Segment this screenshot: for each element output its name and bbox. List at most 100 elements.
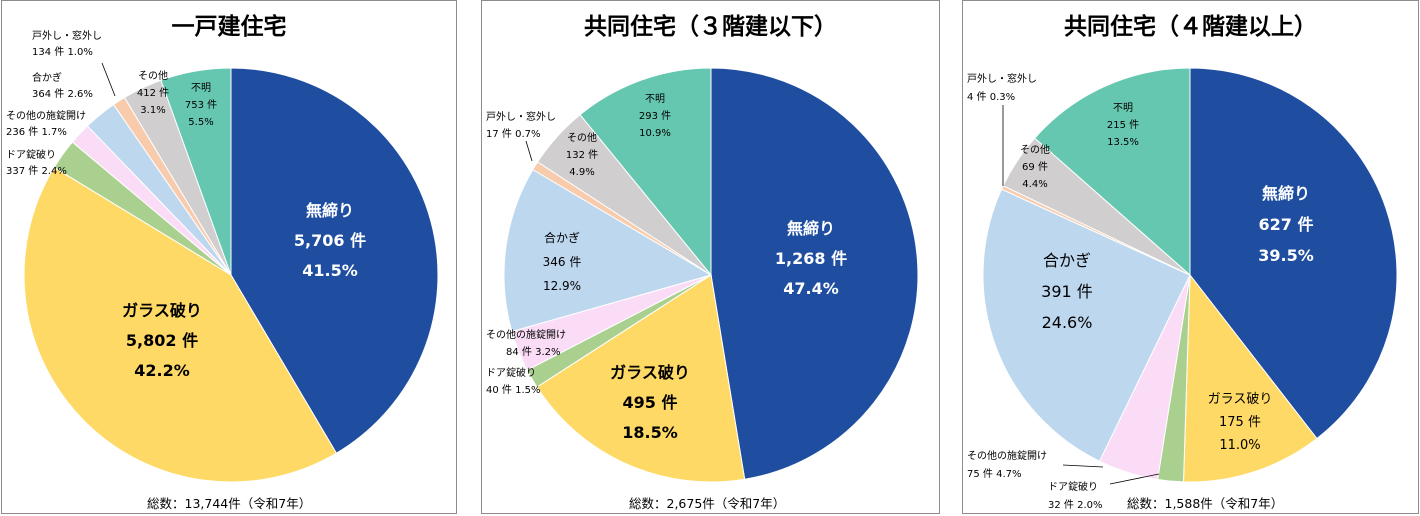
slice-count: 627 件 <box>1259 215 1314 234</box>
pie-chart-detached-house: 無締り 5,706 件 41.5% ガラス破り 5,802 件 42.2% ドア錠破り 337… <box>6 29 439 483</box>
slice-name: ドア錠破り <box>1048 480 1098 493</box>
slice-label-door-lock-breaking: ドア錠破り 40 件 1.5% <box>486 366 541 396</box>
slice-name: その他の施錠開け <box>967 449 1047 462</box>
slice-label-other-lock-opening: その他の施錠開け 75 件 4.7% <box>967 449 1104 480</box>
slice-count-percent: 4 件 0.3% <box>967 91 1015 103</box>
slice-percent: 18.5% <box>622 423 678 442</box>
slice-count-percent: 17 件 0.7% <box>486 128 541 140</box>
slice-label-other: その他 412 件 3.1% <box>137 69 169 116</box>
slice-label-duplicate-key: 合かぎ 364 件 2.6% <box>32 71 93 100</box>
slice-percent: 4.9% <box>569 167 594 178</box>
slice-label-door-window-removal: 戸外し・窓外し 17 件 0.7% <box>486 110 556 162</box>
slice-count-percent: 75 件 4.7% <box>967 468 1022 480</box>
slice-name: 不明 <box>1113 102 1133 114</box>
slice-label-glass-breaking: ガラス破り 5,802 件 42.2% <box>122 301 202 380</box>
slice-count: 215 件 <box>1107 119 1139 131</box>
slice-name: ガラス破り <box>610 363 690 382</box>
slice-count: 5,802 件 <box>126 331 198 350</box>
chart-title: 一戸建住宅 <box>171 14 287 40</box>
slice-count: 346 件 <box>543 255 582 269</box>
slice-name: その他の施錠開け <box>486 328 566 341</box>
slice-label-duplicate-key: 合かぎ 346 件 12.9% <box>543 230 582 293</box>
pie-slice-unlocked <box>230 67 439 454</box>
slice-label-duplicate-key: 合かぎ 391 件 24.6% <box>1041 251 1093 332</box>
pie-slice-glass-breaking <box>23 166 338 483</box>
slice-label-glass-breaking: ガラス破り 495 件 18.5% <box>610 363 690 442</box>
leader-line <box>101 62 116 97</box>
slice-name: 無締り <box>306 201 354 220</box>
total-label: 総数：2,675件（令和7年） <box>629 496 786 511</box>
slice-percent: 4.4% <box>1022 179 1047 190</box>
slice-percent: 39.5% <box>1258 246 1314 265</box>
slice-count: 293 件 <box>639 110 671 122</box>
slice-name: その他 <box>1020 143 1050 156</box>
slice-name: 合かぎ <box>544 230 580 245</box>
slice-count: 753 件 <box>185 99 217 111</box>
slice-count-percent: 337 件 2.4% <box>6 165 67 177</box>
slice-name: 無締り <box>1262 184 1310 203</box>
leader-line <box>1062 464 1104 468</box>
slice-name: ガラス破り <box>1208 392 1273 407</box>
pie-chart-apartment-high: 無締り 627 件 39.5% ガラス破り 175 件 11.0% ドア錠破り 32 件 2.… <box>967 67 1398 511</box>
slice-label-door-lock-breaking: ドア錠破り 32 件 2.0% <box>1048 473 1160 511</box>
slice-name: 戸外し・窓外し <box>967 72 1037 85</box>
slice-name: ドア錠破り <box>486 366 536 379</box>
slice-label-other: その他 69 件 4.4% <box>1020 143 1050 190</box>
slice-percent: 13.5% <box>1107 137 1139 148</box>
slice-name: 不明 <box>191 82 211 94</box>
slice-percent: 42.2% <box>134 361 190 380</box>
slice-count: 1,268 件 <box>775 249 847 268</box>
pie-slice-unknown <box>160 67 232 276</box>
slice-percent: 24.6% <box>1042 313 1093 332</box>
pie-slice-unknown <box>1034 67 1191 277</box>
slice-label-unlocked: 無締り 5,706 件 41.5% <box>294 201 366 280</box>
slice-percent: 47.4% <box>783 279 839 298</box>
chart-panel-detached-house: 一戸建住宅 無締り 5,706 件 41.5% ガラス破り 5,802 件 42.2% ドア… <box>1 0 457 514</box>
slice-count: 69 件 <box>1022 161 1048 173</box>
slice-count: 175 件 <box>1219 415 1261 430</box>
total-label: 総数：1,588件（令和7年） <box>1127 496 1284 511</box>
slice-count: 132 件 <box>566 149 598 161</box>
slice-name: その他の施錠開け <box>6 109 86 122</box>
chart-panel-apartment-low: 共同住宅（３階建以下） 無締り 1,268 件 47.4% ガラス破り 495 件 18.… <box>481 0 940 514</box>
pie-slice-unknown <box>579 67 712 277</box>
slice-name: ドア錠破り <box>6 148 56 161</box>
total-label: 総数：13,744件（令和7年） <box>147 496 312 511</box>
slice-name: ガラス破り <box>122 301 202 320</box>
leader-line <box>525 140 533 162</box>
slice-label-door-lock-breaking: ドア錠破り 337 件 2.4% <box>6 148 67 177</box>
pie-chart-apartment-low: 無締り 1,268 件 47.4% ガラス破り 495 件 18.5% ドア錠破り 40 件 … <box>486 67 919 483</box>
slice-name: 戸外し・窓外し <box>32 29 102 42</box>
slice-count: 5,706 件 <box>294 231 366 250</box>
slice-count: 391 件 <box>1041 282 1093 301</box>
pie-slice-glass-breaking <box>1182 273 1318 483</box>
slice-count-percent: 364 件 2.6% <box>32 88 93 100</box>
slice-label-unknown: 不明 215 件 13.5% <box>1107 102 1139 148</box>
slice-label-other: その他 132 件 4.9% <box>566 131 598 178</box>
slice-name: 戸外し・窓外し <box>486 110 556 123</box>
pie-slice-duplicate-key <box>503 168 713 333</box>
slice-name: 合かぎ <box>1043 251 1091 270</box>
pie-slice-unlocked <box>710 67 919 480</box>
chart-title: 共同住宅（４階建以上） <box>1064 14 1317 40</box>
slice-count: 412 件 <box>137 87 169 99</box>
slice-label-unknown: 不明 293 件 10.9% <box>639 93 671 139</box>
slice-name: その他 <box>138 69 168 82</box>
slice-percent: 11.0% <box>1219 438 1260 453</box>
slice-count-percent: 134 件 1.0% <box>32 46 93 58</box>
pie-slice-duplicate-key <box>982 188 1191 462</box>
chart-panel-apartment-high: 共同住宅（４階建以上） 無締り 627 件 39.5% ガラス破り 175 件 11.0%… <box>962 0 1419 514</box>
slice-label-other-lock-opening: その他の施錠開け 236 件 1.7% <box>6 109 86 138</box>
slice-count-percent: 32 件 2.0% <box>1048 499 1103 511</box>
slice-count: 495 件 <box>623 393 678 412</box>
slice-count-percent: 84 件 3.2% <box>506 346 561 358</box>
slice-percent: 3.1% <box>140 105 165 116</box>
slice-name: 不明 <box>645 93 665 105</box>
slice-percent: 10.9% <box>639 128 671 139</box>
slice-name: 無締り <box>787 219 835 238</box>
slice-count-percent: 40 件 1.5% <box>486 384 541 396</box>
slice-name: その他 <box>567 131 597 144</box>
slice-label-door-window-removal: 戸外し・窓外し 134 件 1.0% <box>32 29 116 97</box>
pie-slice-unlocked <box>1189 67 1398 440</box>
slice-label-unknown: 不明 753 件 5.5% <box>185 82 217 128</box>
